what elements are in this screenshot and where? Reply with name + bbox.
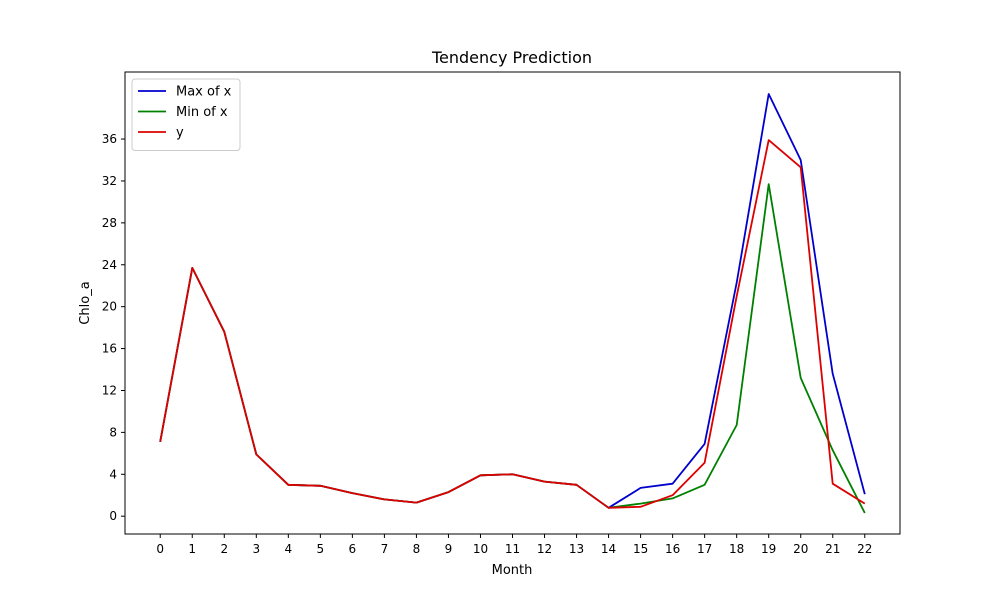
legend-label: Min of x [176,105,228,120]
series-line-y [159,139,866,509]
y-tick-label: 20 [102,300,117,314]
x-tick-label: 4 [285,542,293,556]
x-tick-label: 11 [505,542,520,556]
y-tick-label: 24 [102,258,117,272]
x-tick-label: 5 [317,542,325,556]
x-tick-label: 16 [665,542,680,556]
y-tick-label: 12 [102,383,117,397]
y-tick-label: 0 [109,509,117,523]
series-line-max-of-x [159,93,866,509]
x-tick-label: 8 [413,542,421,556]
x-tick-label: 13 [569,542,584,556]
x-tick-label: 14 [601,542,616,556]
legend-label: Max of x [176,85,232,100]
x-tick-label: 19 [761,542,776,556]
x-tick-label: 0 [156,542,164,556]
x-tick-label: 18 [729,542,744,556]
plot-area: 0 1 2 3 4 5 6 7 8 9 10 11 12 13 14 15 16 17 18 19 20 21 220481… [102,71,901,556]
x-tick-label: 3 [252,542,260,556]
x-tick-label: 12 [537,542,552,556]
x-tick-label: 17 [697,542,712,556]
y-tick-label: 32 [102,174,117,188]
y-tick-label: 16 [102,342,117,356]
x-tick-label: 1 [188,542,196,556]
x-tick-label: 7 [381,542,389,556]
legend: Max of x Min of x y [131,78,241,151]
x-tick-label: 20 [793,542,808,556]
x-tick-label: 2 [220,542,228,556]
y-tick-label: 28 [102,216,117,230]
plot-frame [124,71,901,535]
x-tick-label: 9 [445,542,453,556]
y-tick-label: 8 [109,425,117,439]
chart-title: Tendency Prediction [431,48,592,67]
x-tick-label: 21 [825,542,840,556]
x-tick-label: 10 [473,542,488,556]
x-tick-label: 15 [633,542,648,556]
x-axis-label: Month [492,563,533,578]
y-axis-label: Chlo_a [78,281,93,324]
y-tick-label: 36 [102,132,117,146]
x-tick-label: 22 [857,542,872,556]
y-tick-label: 4 [109,467,117,481]
x-tick-label: 6 [349,542,357,556]
legend-label: y [176,126,184,141]
